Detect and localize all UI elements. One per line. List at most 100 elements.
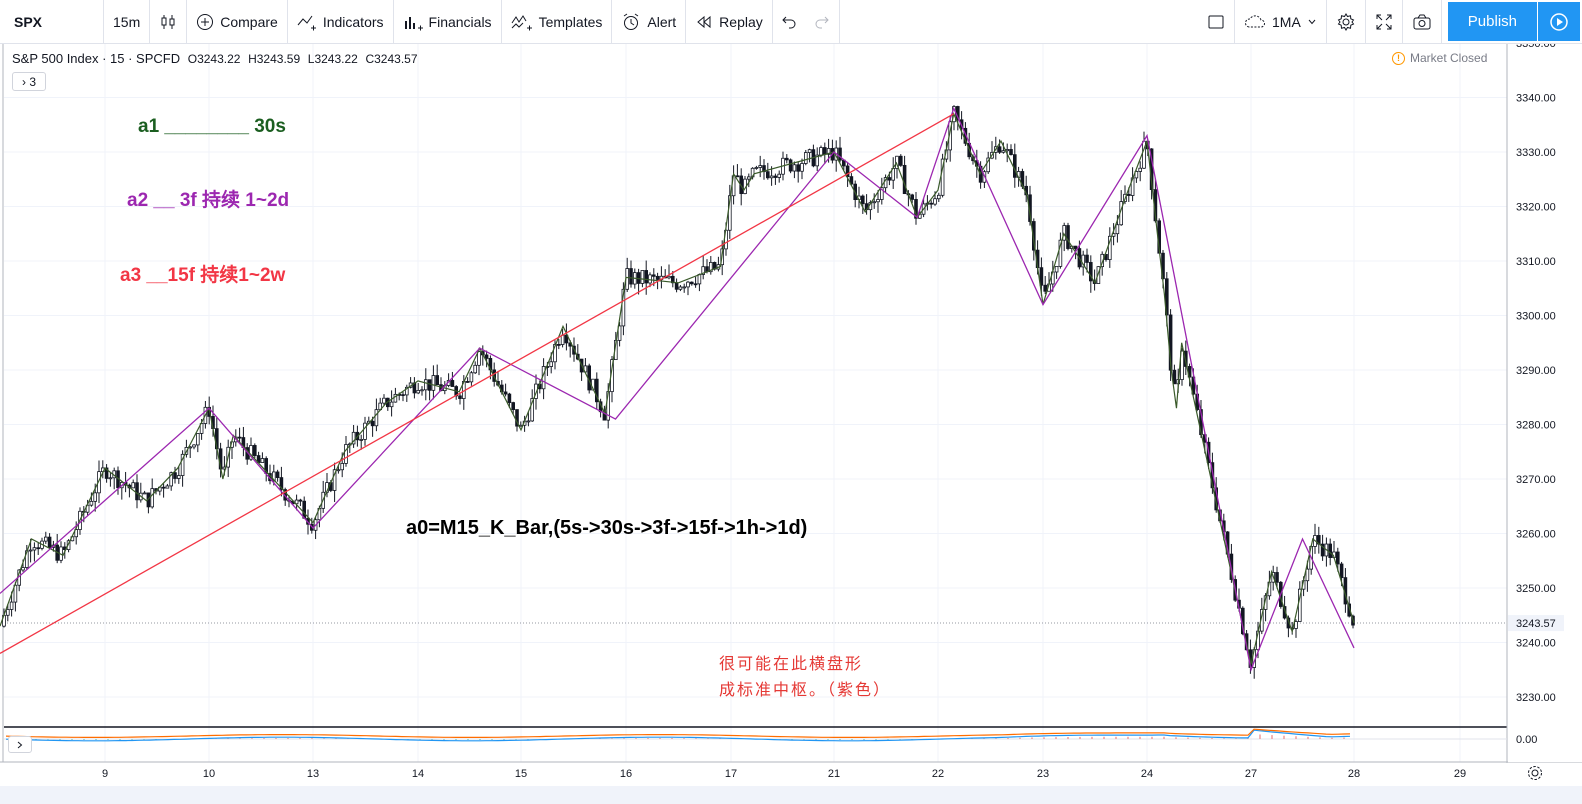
candle-body (6, 609, 10, 616)
indicators-label: Indicators (322, 13, 384, 30)
replay-button[interactable]: Replay (686, 0, 773, 43)
templates-button[interactable]: Templates (502, 0, 613, 43)
annotation-a2[interactable]: a2 __ 3f 持续 1~2d (127, 190, 290, 211)
candle-body (477, 351, 481, 366)
candle-body (766, 171, 770, 179)
candle-body (549, 361, 553, 367)
candle-body (89, 500, 94, 506)
candle-body (648, 274, 652, 284)
alarm-clock-icon (624, 13, 639, 30)
publish-button[interactable]: Publish (1447, 2, 1537, 41)
time-tick-label: 15 (515, 768, 527, 780)
financials-button[interactable]: Financials (394, 0, 502, 43)
candle-body (389, 401, 394, 408)
price-axis-background (1508, 44, 1582, 762)
annotation-a0[interactable]: a0=M15_K_Bar,(5s->30s->3f->15f->1h->1d) (406, 517, 808, 539)
annotation-a1[interactable]: a1 ________ 30s (138, 116, 286, 137)
annotation-note-line1[interactable]: 很可能在此横盘形 (719, 654, 864, 673)
undo-button[interactable] (773, 0, 805, 43)
candle-body (359, 439, 363, 441)
market-status[interactable]: ! Market Closed (1392, 51, 1487, 65)
annotation-note-line2[interactable]: 成标准中枢。（紫色） (719, 680, 892, 699)
candle-body (709, 262, 713, 273)
candle-body (1096, 266, 1101, 284)
candle-body (363, 422, 367, 440)
candle-body (819, 147, 823, 156)
candle-body (914, 199, 918, 219)
symbol-label: SPX (14, 13, 43, 30)
annotation-a3[interactable]: a3 __15f 持续1~2w (120, 265, 286, 286)
candle-body (1054, 265, 1059, 273)
candle-body (435, 375, 439, 386)
price-tick-label: 3260.00 (1516, 529, 1556, 541)
candle-body (747, 176, 751, 180)
candle-body (1275, 572, 1279, 583)
ma-label: 1MA (1272, 13, 1301, 30)
last-price-label: 3243.57 (1516, 618, 1556, 630)
financials-label: Financials (428, 13, 492, 30)
candle-body (28, 549, 33, 552)
time-tick-label: 14 (412, 768, 424, 780)
candle-body (686, 281, 690, 288)
interval-button[interactable]: 15m (104, 0, 151, 43)
save-layout-button[interactable]: 1MA (1235, 0, 1327, 43)
redo-button[interactable] (805, 0, 840, 43)
candle-body (1328, 543, 1333, 558)
axis-settings-icon (1528, 766, 1542, 780)
gear-icon (1337, 12, 1355, 31)
fullscreen-button[interactable] (1366, 0, 1403, 43)
candle-body (1305, 568, 1310, 582)
candle-body (271, 471, 276, 482)
price-tick-label: 3240.00 (1516, 638, 1556, 650)
snapshot-button[interactable] (1403, 0, 1442, 43)
candle-body (1180, 350, 1184, 380)
indicators-collapse-toggle[interactable]: › 3 (12, 72, 46, 91)
candle-body (655, 275, 660, 280)
candle-body (826, 148, 831, 155)
candle-body (560, 334, 565, 345)
candle-body (9, 601, 14, 610)
symbol-search[interactable]: SPX (0, 0, 104, 43)
indicators-button[interactable]: Indicators (288, 0, 394, 43)
candle-body (674, 282, 679, 290)
candle-body (66, 540, 71, 550)
chart-canvas[interactable]: 3350.00 3340.00 3330.00 3320.00 3310.00 3300.… (0, 44, 1582, 804)
candle-body (135, 482, 139, 501)
time-tick-label: 17 (725, 768, 737, 780)
alert-button[interactable]: Alert (612, 0, 687, 43)
candle-body (788, 159, 793, 172)
chart-type-button[interactable] (150, 0, 188, 43)
candle-body (986, 157, 990, 173)
candle-body (180, 453, 185, 476)
candle-body (876, 199, 880, 203)
compare-button[interactable]: Compare (187, 0, 288, 43)
candle-body (511, 402, 515, 410)
candle-body (997, 146, 1002, 153)
price-tick-label: 3330.00 (1516, 147, 1556, 159)
settings-button[interactable] (1327, 0, 1366, 43)
candle-body (564, 334, 569, 344)
candle-body (173, 472, 177, 479)
indicator-pane-toggle[interactable] (8, 736, 32, 753)
candle-body (252, 445, 257, 456)
candle-body (553, 344, 557, 363)
legend-title: S&P 500 Index · 15 · SPCFD (12, 51, 181, 66)
candle-body (420, 389, 424, 392)
candle-body (629, 268, 633, 285)
layout-button[interactable] (1198, 0, 1235, 43)
candle-body (1058, 239, 1063, 267)
candle-body (374, 409, 379, 427)
candle-body (1294, 621, 1298, 629)
candle-body (895, 155, 899, 169)
candle-body (1001, 150, 1006, 153)
time-tick-label: 23 (1037, 768, 1049, 780)
candle-body (1184, 350, 1188, 367)
time-axis[interactable]: 9 10 13 14 15 16 17 21 22 23 24 27 28 29 (0, 763, 1582, 804)
candle-body (735, 175, 740, 178)
candle-body (815, 154, 819, 167)
candle-body (530, 398, 534, 422)
price-axis[interactable]: 3350.00 3340.00 3330.00 3320.00 3310.00 3300.… (1508, 44, 1582, 762)
time-tick-label: 9 (102, 768, 108, 780)
publish-video-button[interactable] (1538, 2, 1580, 41)
candle-body (401, 394, 405, 397)
